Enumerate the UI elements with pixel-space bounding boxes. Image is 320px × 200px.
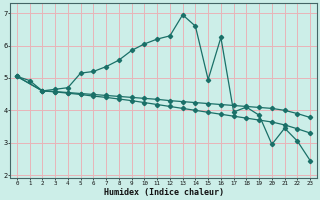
X-axis label: Humidex (Indice chaleur): Humidex (Indice chaleur) [103, 188, 223, 197]
